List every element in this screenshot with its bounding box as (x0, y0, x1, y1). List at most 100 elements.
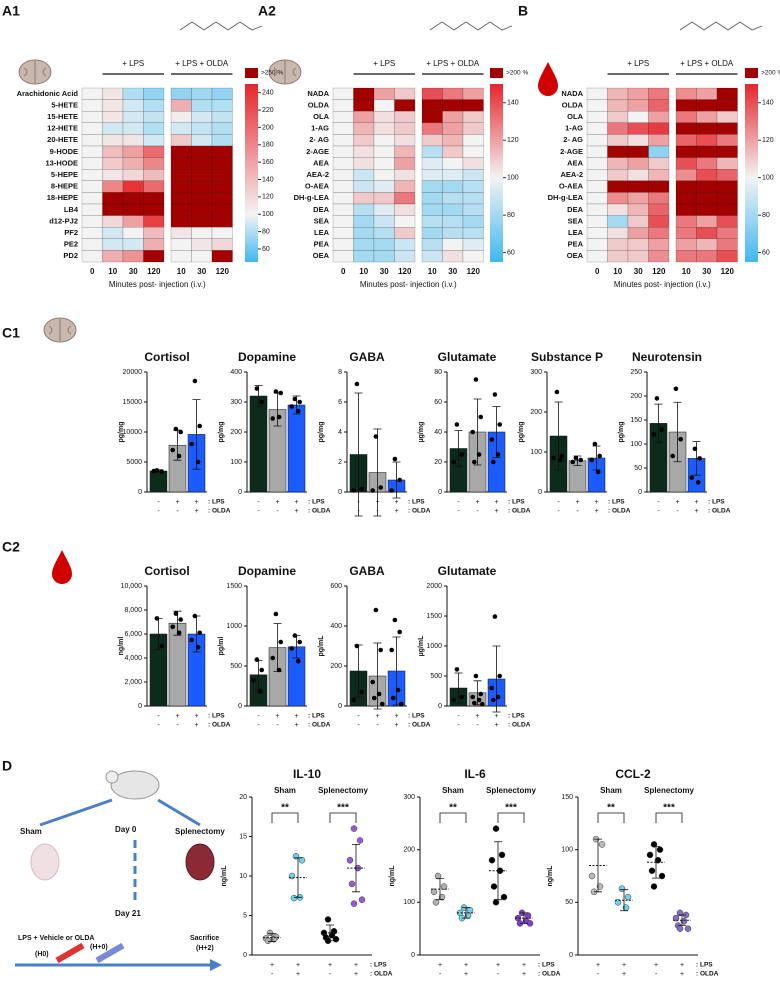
data-point (298, 856, 306, 864)
heat-cell (332, 145, 354, 158)
bar (149, 470, 168, 493)
y-tick-label: 200 (403, 847, 415, 854)
heat-cell (421, 203, 443, 216)
column-label: 0 (595, 267, 600, 276)
data-point (350, 900, 358, 907)
row-label: AEA (313, 158, 329, 167)
heat-cell (211, 87, 233, 100)
heat-cell (211, 180, 233, 193)
y-tick-label: 100 (630, 441, 642, 448)
data-point (370, 488, 376, 493)
y-tick-label: 0 (569, 952, 573, 959)
sign: - (157, 499, 160, 506)
heat-cell (211, 134, 233, 147)
sign-label: : LPS (208, 499, 225, 506)
heat-cell (353, 192, 375, 205)
column-label: 30 (448, 267, 457, 276)
chart-title: Neurotensin (632, 350, 702, 364)
sign-label: : OLDA (308, 508, 331, 515)
significance-bracket (271, 812, 299, 823)
colorbar-over (245, 68, 258, 78)
data-point (378, 647, 384, 653)
heat-cell (648, 110, 670, 123)
heat-cell (696, 226, 718, 239)
sign: - (655, 971, 658, 978)
heat-cell (373, 134, 395, 147)
heat-cell (211, 238, 233, 251)
data-point (554, 389, 560, 395)
data-point (378, 485, 384, 490)
y-tick-label: 0 (538, 489, 542, 496)
data-point (173, 426, 179, 432)
heat-cell (122, 203, 144, 216)
heat-cell (716, 180, 738, 193)
sign: + (394, 499, 398, 506)
heat-cell (675, 192, 697, 205)
heat-cell (122, 99, 144, 112)
heat-cell (648, 145, 670, 158)
sign: + (294, 713, 298, 720)
sd-bar (462, 907, 470, 919)
heat-cell (696, 238, 718, 251)
sign: - (176, 508, 179, 515)
colorbar-tick-label: 80 (507, 212, 515, 219)
heat-cell (191, 192, 213, 205)
sign: + (622, 962, 626, 969)
error-bar (392, 636, 401, 706)
heat-cell (442, 122, 464, 135)
heat-cell (211, 145, 233, 158)
sign: + (594, 508, 598, 515)
heat-cell (394, 134, 416, 147)
column-label: 10 (428, 267, 437, 276)
heat-cell (648, 215, 670, 228)
heat-cell (143, 238, 165, 251)
data-point (178, 617, 183, 622)
heat-cell (462, 157, 484, 170)
significance-bracket (439, 812, 467, 823)
row-label: O-AEA (559, 182, 584, 191)
y-tick-label: 100 (403, 899, 415, 906)
heat-cell (122, 250, 144, 263)
data-point (490, 883, 498, 890)
heat-cell (122, 157, 144, 170)
data-point (351, 697, 357, 703)
heat-cell (607, 192, 629, 205)
row-label: PD2 (63, 251, 78, 260)
data-point (673, 386, 679, 392)
diagram-label: Sham (20, 827, 42, 836)
sign: + (596, 962, 600, 969)
y-tick-label: 250 (630, 369, 642, 376)
sign-label: : OLDA (696, 971, 719, 978)
heat-cell (607, 99, 629, 112)
data-point (672, 914, 680, 922)
heat-cell (716, 192, 738, 205)
data-point (178, 429, 183, 435)
heat-cell (102, 168, 124, 181)
colorbar-tick-label: 200 (262, 124, 274, 131)
heat-cell (675, 250, 697, 263)
y-axis-title: pg/mg (218, 422, 225, 443)
y-tick-label: 0 (411, 952, 415, 959)
heat-cell (102, 215, 124, 228)
heat-cell (442, 250, 464, 263)
row-label: 1-AG (565, 124, 583, 133)
data-point (598, 841, 606, 848)
sign: - (357, 713, 360, 720)
data-point (273, 611, 279, 617)
heat-cell (332, 168, 354, 181)
heat-cell (421, 192, 443, 205)
group-label: + LPS (373, 59, 395, 68)
heat-cell (586, 99, 608, 112)
y-tick-label: 2,000 (124, 679, 142, 686)
chart-title: Substance P (531, 350, 603, 364)
heat-cell (102, 203, 124, 216)
heat-cell (373, 99, 395, 112)
data-point (498, 851, 506, 859)
chart-title: Dopamine (238, 564, 296, 578)
heat-cell (442, 87, 464, 100)
sign: - (257, 508, 260, 515)
sign-label: : LPS (408, 713, 425, 720)
sign-label: : LPS (508, 499, 525, 506)
heat-cell (394, 203, 416, 216)
data-point (288, 872, 296, 880)
